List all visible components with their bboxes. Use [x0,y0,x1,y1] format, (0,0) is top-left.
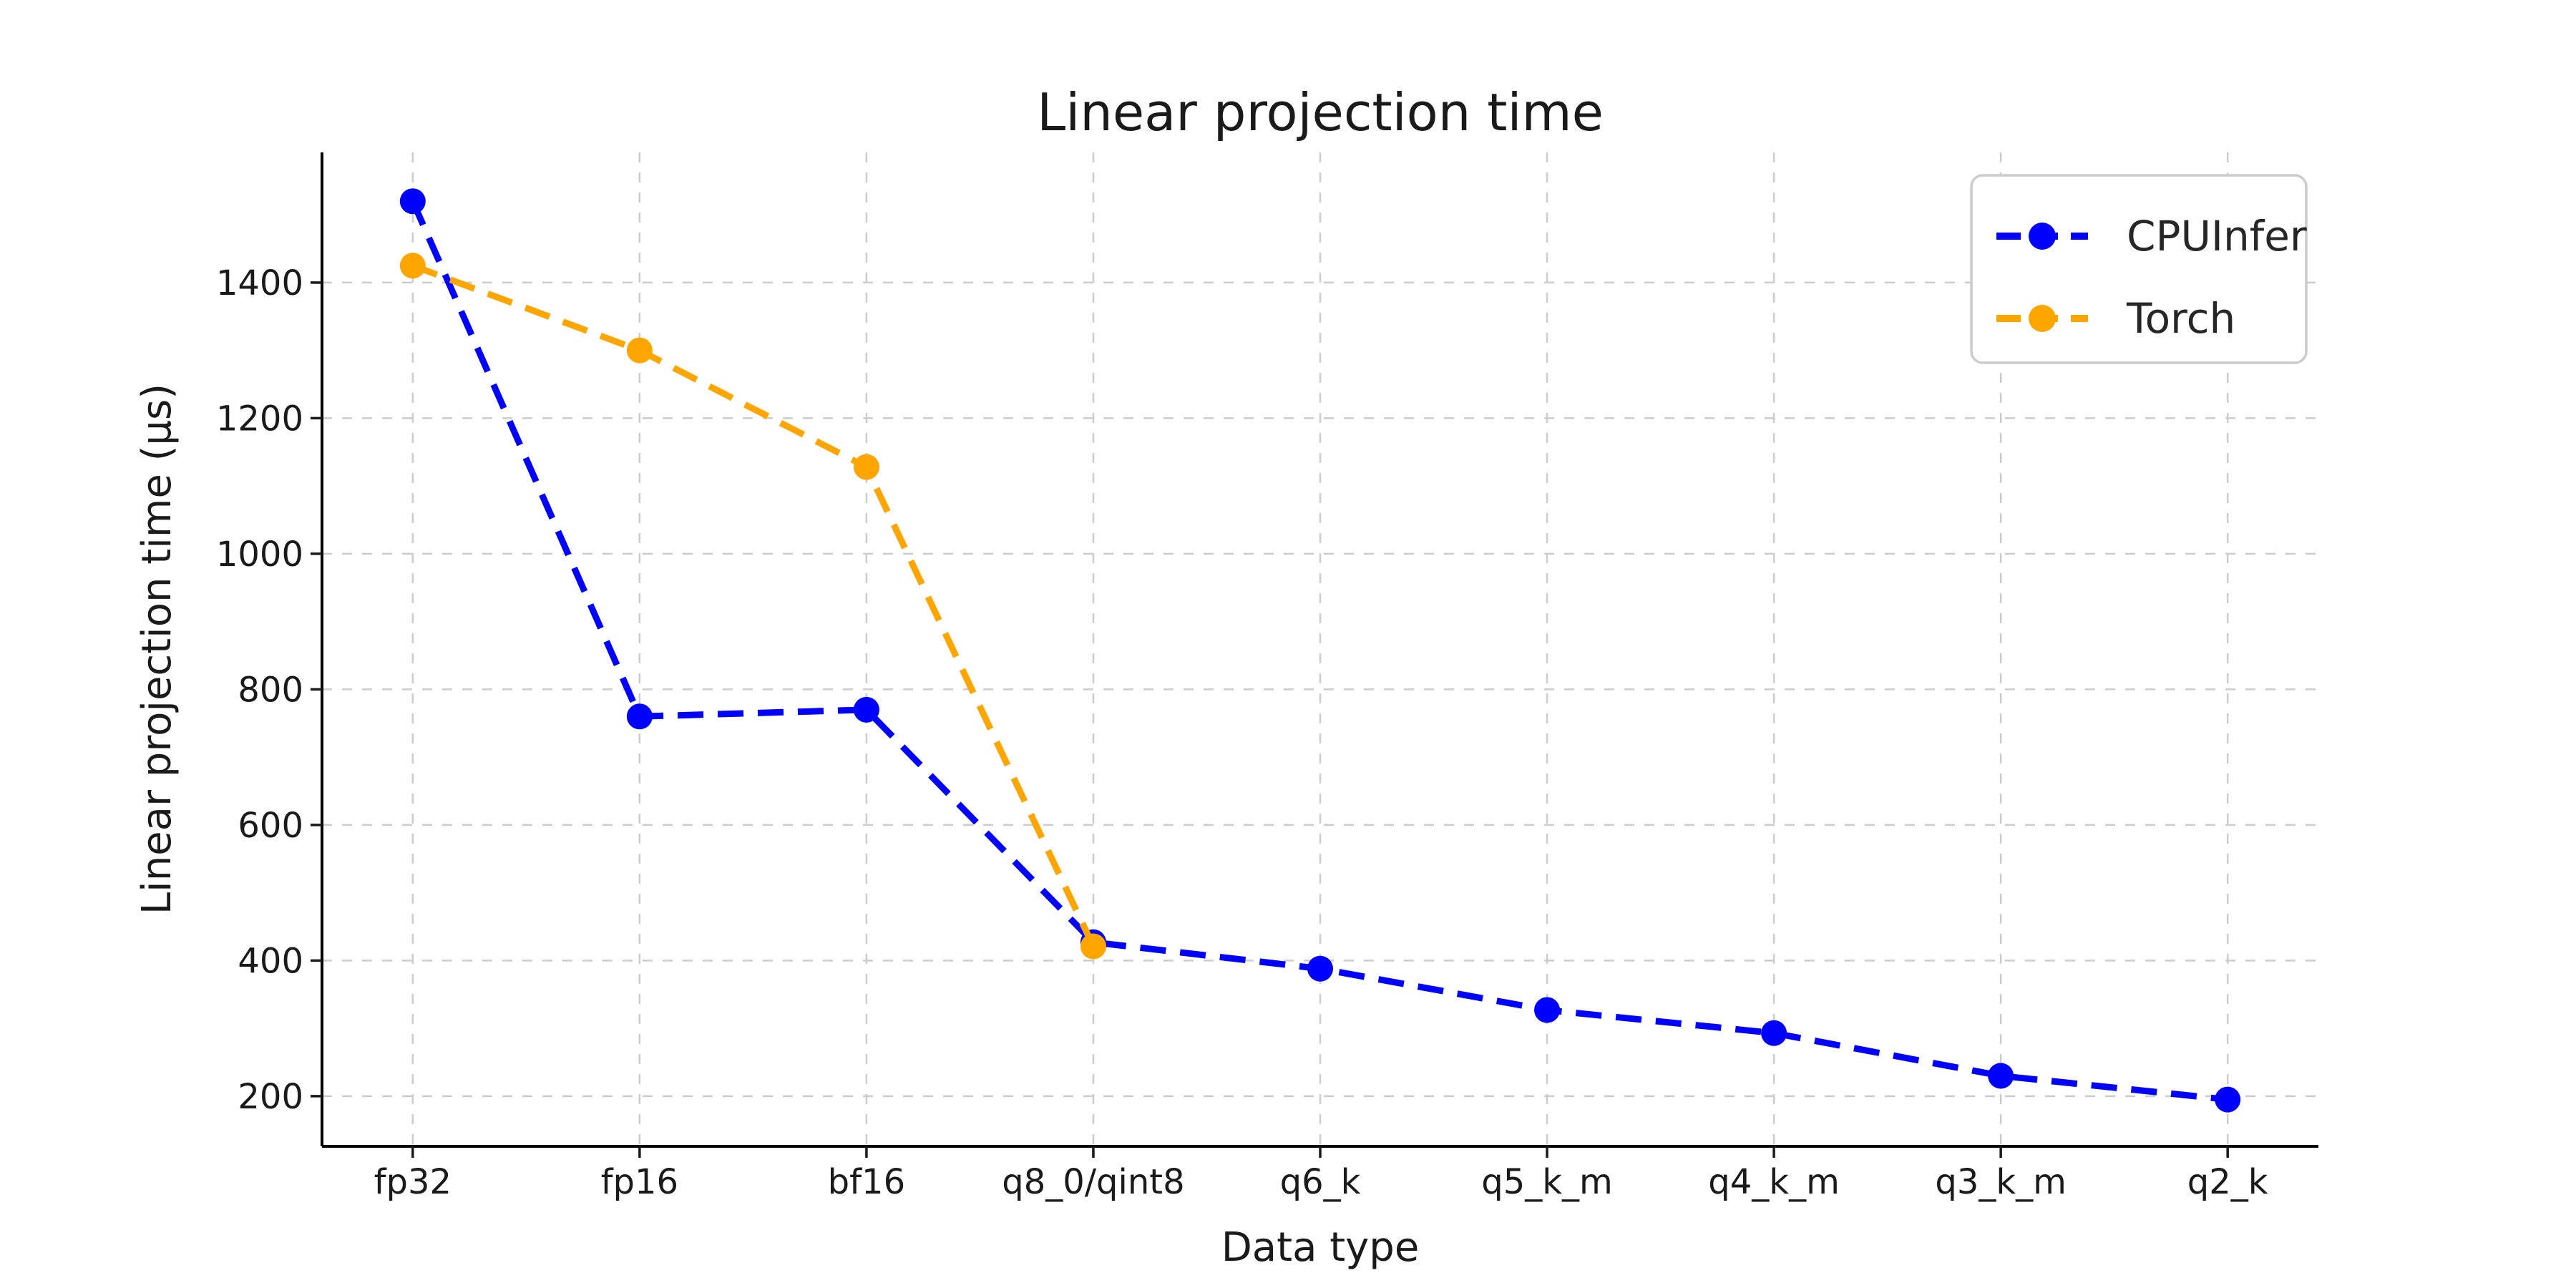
x-tick-label: fp16 [601,1162,678,1202]
data-point-Torch [853,454,879,480]
x-tick-label: q6_k [1280,1162,1361,1202]
x-tick-label: q3_k_m [1935,1162,2067,1202]
data-point-Torch [1080,933,1106,960]
legend: CPUInfer Torch [1970,174,2308,364]
data-point-Torch [626,337,653,364]
x-axis-title: Data type [1221,1224,1420,1271]
data-point-CPUInfer [399,188,426,215]
legend-marker-Torch [2029,305,2056,332]
data-point-Torch [399,253,426,279]
y-tick-label: 600 [238,806,303,846]
data-point-CPUInfer [626,703,653,730]
series-layer [399,188,2241,1113]
legend-marker-CPUInfer [2029,223,2056,250]
y-axis-title: Linear projection time (μs) [134,384,180,914]
y-tick-label: 400 [238,941,303,981]
legend-label-Torch: Torch [2126,294,2235,343]
x-tick-label: fp32 [374,1162,452,1202]
x-tick-label: q2_k [2187,1162,2268,1202]
x-tick-label: bf16 [828,1162,905,1202]
series-line-Torch [411,263,1097,948]
data-point-CPUInfer [1534,997,1561,1023]
y-tick-label: 1400 [216,263,303,303]
tick-label-layer: 200 400 600 800 1000 1200 1400 fp32 fp16 bf16 q8_0… [216,263,2268,1202]
x-tick-label: q8_0/qint8 [1002,1162,1184,1202]
data-point-CPUInfer [853,696,879,723]
data-point-CPUInfer [1761,1020,1787,1046]
data-point-CPUInfer [1988,1063,2014,1089]
x-tick-label: q5_k_m [1481,1162,1613,1202]
x-tick-label: q4_k_m [1708,1162,1840,1202]
axes-layer [311,152,2318,1158]
y-tick-label: 1200 [216,399,303,439]
y-tick-label: 1000 [216,535,303,575]
legend-label-CPUInfer: CPUInfer [2127,212,2307,260]
y-tick-label: 200 [238,1077,303,1117]
data-point-CPUInfer [1307,955,1333,982]
chart-title: Linear projection time [1037,82,1604,142]
data-point-CPUInfer [2215,1086,2241,1113]
y-tick-label: 800 [238,670,303,710]
legend-items: CPUInfer Torch [1996,212,2307,343]
